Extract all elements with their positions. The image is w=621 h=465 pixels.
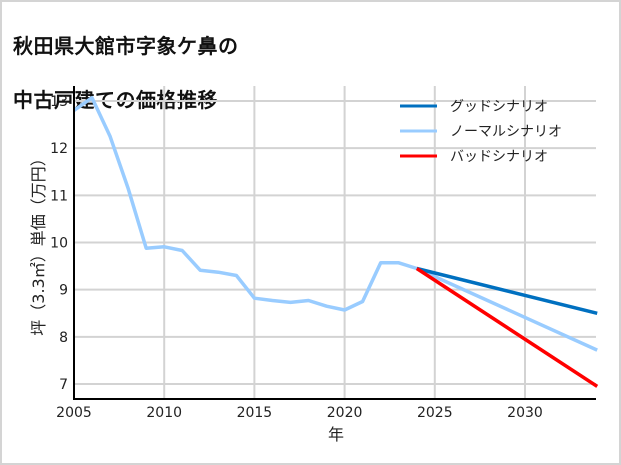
- x-tick-label: 2005: [56, 405, 92, 421]
- x-tick-label: 2020: [327, 405, 363, 421]
- title-line-1: 秋田県大館市字象ケ鼻の: [13, 34, 239, 58]
- y-tick-label: 10: [50, 236, 68, 252]
- y-tick-label: 13: [50, 94, 68, 110]
- legend-label: ノーマルシナリオ: [450, 124, 562, 140]
- y-tick-label: 12: [50, 141, 68, 157]
- x-tick-label: 2015: [237, 405, 273, 421]
- series-line: [72, 95, 598, 352]
- legend-label: バッドシナリオ: [450, 149, 548, 165]
- x-tick-label: 2025: [417, 405, 453, 421]
- data-series: [72, 95, 599, 388]
- series-line: [416, 266, 598, 315]
- x-tick-label: 2010: [146, 405, 182, 421]
- axes: [73, 86, 596, 400]
- y-tick-label: 9: [59, 283, 68, 299]
- y-tick-label: 11: [50, 188, 68, 204]
- x-tick-label: 2030: [507, 405, 543, 421]
- x-axis-label: 年: [328, 425, 344, 444]
- gridlines: [74, 86, 596, 399]
- y-axis-label: 坪（3.3㎡）単価（万円）: [29, 150, 48, 335]
- series-line: [415, 267, 599, 388]
- y-tick-label: 8: [59, 330, 68, 346]
- legend-label: グッドシナリオ: [450, 99, 548, 115]
- tick-labels: 7 8 9 10 11 12 13 2005 2010 2015 2020 2025 2030: [50, 94, 543, 421]
- y-tick-label: 7: [59, 377, 68, 393]
